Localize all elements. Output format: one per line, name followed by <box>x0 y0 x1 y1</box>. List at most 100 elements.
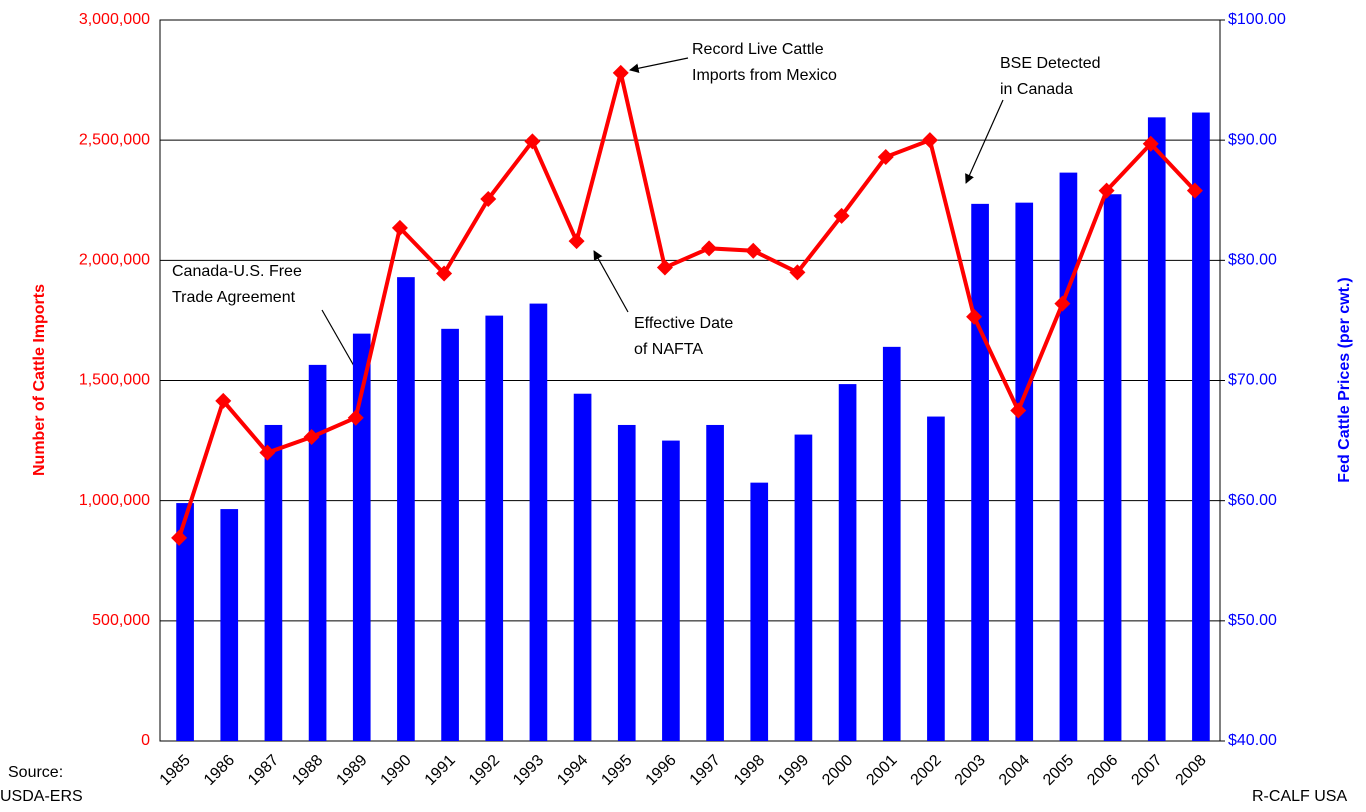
annotation: Canada-U.S. Free <box>172 263 302 280</box>
x-tick-label: 2003 <box>952 752 989 789</box>
line-marker <box>966 308 983 325</box>
line-marker <box>1054 295 1071 312</box>
y-tick-label: 1,000,000 <box>79 492 150 509</box>
bar <box>397 277 415 741</box>
y2-tick-label: $50.00 <box>1228 612 1277 629</box>
x-tick-label: 1990 <box>378 752 415 789</box>
x-tick-label: 2004 <box>996 752 1033 789</box>
x-tick-label: 1992 <box>466 752 503 789</box>
bar <box>882 346 901 741</box>
credit: R-CALF USA <box>1252 788 1347 805</box>
y2-tick-label: $100.00 <box>1228 11 1286 28</box>
bar <box>838 384 857 741</box>
x-tick-label: 1995 <box>598 752 635 789</box>
x-tick-label: 1989 <box>333 752 370 789</box>
y2-tick-label: $60.00 <box>1228 492 1277 509</box>
x-tick-label: 2005 <box>1040 752 1077 789</box>
bar <box>662 440 680 741</box>
bar <box>927 416 945 741</box>
annotation: Imports from Mexico <box>692 67 837 84</box>
line-marker <box>480 191 497 208</box>
arrow <box>629 57 689 73</box>
source-label: Source: <box>8 764 63 781</box>
x-tick-label: 2007 <box>1128 752 1165 789</box>
bar <box>441 328 459 741</box>
x-tick-label: 1994 <box>554 752 591 789</box>
x-tick-label: 1986 <box>201 752 238 789</box>
source-name: USDA-ERS <box>0 788 83 805</box>
y-tick-label: 2,000,000 <box>79 252 150 269</box>
x-tick-label: 1987 <box>245 752 282 789</box>
annotation: in Canada <box>1000 81 1073 98</box>
line-marker <box>391 219 408 236</box>
bar <box>1059 172 1078 741</box>
x-tick-label: 1996 <box>643 752 680 789</box>
bar <box>617 424 636 741</box>
line-marker <box>1186 182 1203 199</box>
bar <box>1103 194 1122 741</box>
bar <box>1015 202 1034 742</box>
y-tick-label: 2,500,000 <box>79 131 150 148</box>
x-tick-label: 1985 <box>157 752 194 789</box>
line-marker <box>1142 135 1159 152</box>
annotation: Trade Agreement <box>172 289 296 306</box>
line-marker <box>1098 182 1115 199</box>
line-marker <box>524 133 541 150</box>
y2-tick-label: $70.00 <box>1228 372 1277 389</box>
annotation: of NAFTA <box>634 341 703 358</box>
bar <box>220 509 239 741</box>
x-tick-label: 1998 <box>731 752 768 789</box>
line-marker <box>436 265 453 282</box>
bar <box>1192 112 1210 742</box>
x-tick-label: 2001 <box>863 752 900 789</box>
x-tick-label: 2000 <box>819 752 856 789</box>
line-marker <box>347 409 364 426</box>
bar <box>573 393 592 741</box>
line-marker <box>612 64 629 81</box>
annotation: Effective Date <box>634 315 733 332</box>
line-marker <box>877 148 894 165</box>
arrow <box>965 99 1004 184</box>
x-tick-label: 2002 <box>908 752 945 789</box>
x-tick-label: 1999 <box>775 752 812 789</box>
bar <box>308 364 327 741</box>
x-tick-label: 1997 <box>687 752 724 789</box>
y-tick-label: 1,500,000 <box>79 372 150 389</box>
x-tick-label: 2006 <box>1084 752 1121 789</box>
bar <box>485 315 504 741</box>
bar <box>1147 117 1166 741</box>
y-tick-label: 0 <box>141 732 150 749</box>
x-tick-label: 1988 <box>289 752 326 789</box>
arrow <box>593 250 629 313</box>
line-marker <box>745 242 762 259</box>
line <box>177 72 1197 539</box>
line-marker <box>303 428 320 445</box>
x-tick-label: 1991 <box>422 752 459 789</box>
bar <box>352 333 371 741</box>
line-marker <box>656 259 673 276</box>
y-axis-title: Number of Cattle Imports <box>31 284 48 476</box>
line-marker <box>1010 402 1027 419</box>
line-marker <box>833 207 850 224</box>
line-marker <box>171 529 188 546</box>
y-tick-label: 500,000 <box>92 612 150 629</box>
bar <box>750 482 769 741</box>
line-marker <box>568 233 585 250</box>
y2-axis-title: Fed Cattle Prices (per cwt.) <box>1336 277 1353 482</box>
line-marker <box>789 264 806 281</box>
y2-tick-label: $90.00 <box>1228 131 1277 148</box>
line-marker <box>921 132 938 149</box>
bar <box>529 303 548 741</box>
annotation: Record Live Cattle <box>692 41 824 58</box>
y2-tick-label: $40.00 <box>1228 732 1277 749</box>
bar <box>794 434 813 741</box>
bar <box>264 424 283 741</box>
line-marker <box>215 392 232 409</box>
bar <box>971 203 989 742</box>
bar <box>176 503 194 741</box>
bar <box>706 424 724 741</box>
annotation: BSE Detected <box>1000 55 1101 72</box>
y-tick-label: 3,000,000 <box>79 11 150 28</box>
line-marker <box>701 240 718 257</box>
